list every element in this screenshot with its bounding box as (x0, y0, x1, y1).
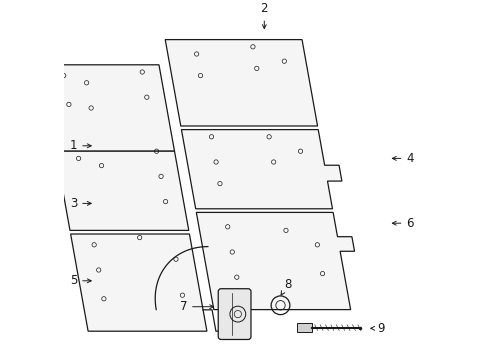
Polygon shape (296, 323, 311, 332)
Polygon shape (165, 40, 317, 126)
Polygon shape (70, 234, 206, 331)
Polygon shape (196, 212, 354, 310)
Text: 5: 5 (70, 274, 91, 287)
Text: 6: 6 (391, 217, 413, 230)
Text: 8: 8 (281, 278, 291, 295)
FancyBboxPatch shape (218, 289, 250, 339)
Text: 2: 2 (260, 3, 267, 28)
Polygon shape (56, 151, 188, 230)
Polygon shape (40, 65, 174, 151)
Text: 4: 4 (391, 152, 413, 165)
Text: 1: 1 (70, 139, 91, 152)
Text: 3: 3 (70, 197, 91, 210)
Text: 7: 7 (179, 300, 213, 313)
Polygon shape (181, 130, 341, 209)
Text: 9: 9 (370, 322, 384, 335)
